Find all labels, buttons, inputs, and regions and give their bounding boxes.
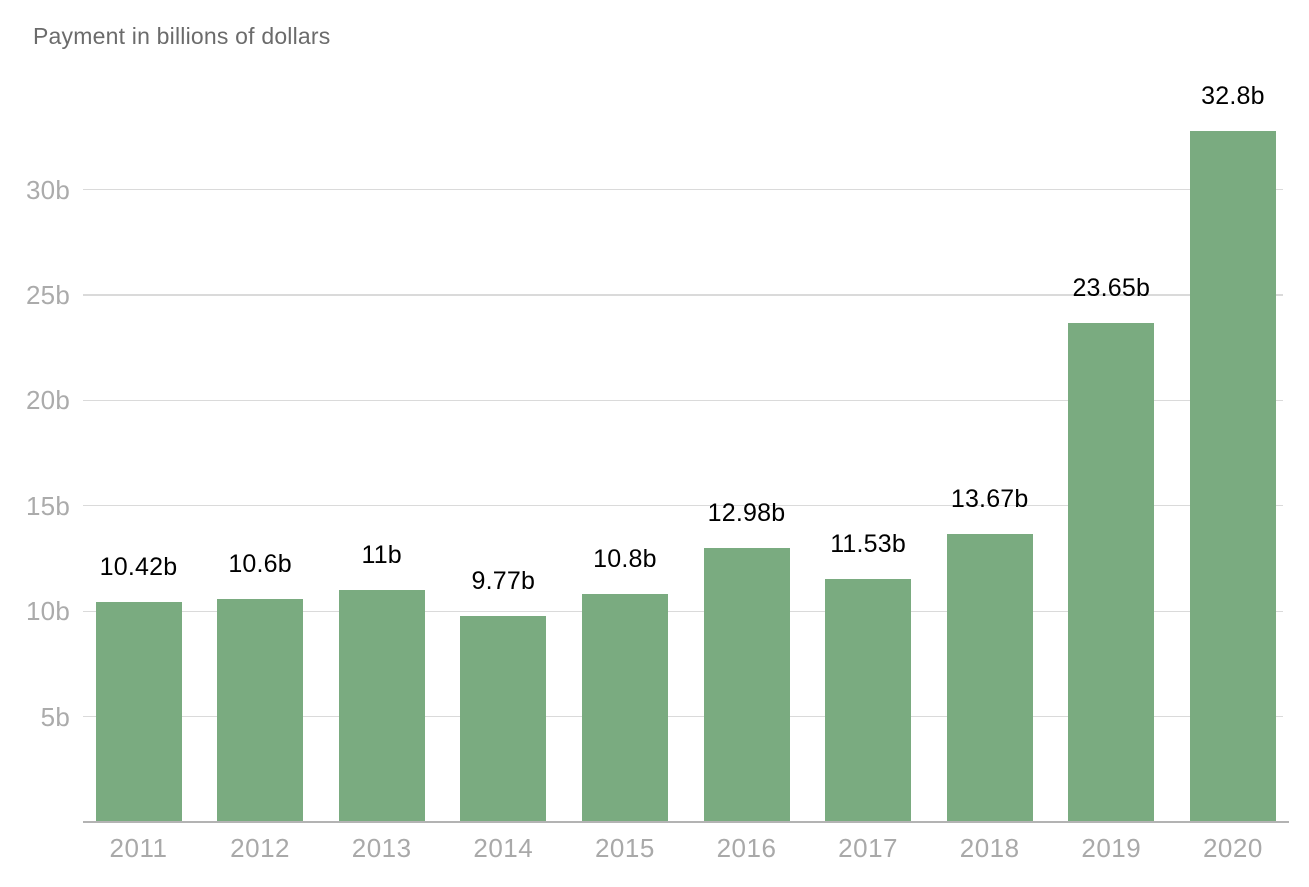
bar-2017: [825, 578, 912, 822]
gridline-5b: [83, 715, 1283, 718]
y-axis-tick-label: 30b: [26, 174, 70, 205]
gridline-25b: [83, 294, 1283, 296]
x-axis-tick-label-2017: 2017: [838, 833, 899, 863]
bar-2018: [946, 533, 1033, 822]
bar-2020: [1189, 130, 1276, 822]
y-axis-tick-label: 15b: [26, 490, 70, 521]
x-axis-tick-label-2019: 2019: [1081, 833, 1142, 863]
y-axis-tick-label: 10b: [26, 596, 70, 627]
bar-2014: [460, 616, 547, 822]
bar-value-label-2013: 11b: [361, 541, 402, 570]
gridline-30b: [83, 188, 1283, 191]
y-axis-tick-label: 5b: [40, 701, 70, 732]
bar-2019: [1068, 323, 1155, 822]
bar-value-label-2015: 10.8b: [593, 545, 657, 574]
x-axis-tick-label-2020: 2020: [1202, 833, 1263, 863]
bar-2012: [217, 598, 304, 822]
bar-value-label-2014: 9.77b: [471, 567, 536, 596]
bar-value-label-2016: 12.98b: [707, 499, 786, 528]
bar-2011: [95, 602, 182, 822]
bar-2015: [581, 594, 668, 822]
gridline-15b: [83, 505, 1283, 507]
x-axis-tick-label-2011: 2011: [109, 833, 168, 863]
x-axis-tick-label-2016: 2016: [716, 833, 777, 863]
x-axis-tick-label-2012: 2012: [230, 833, 291, 863]
bar-2016: [703, 548, 790, 822]
bar-value-label-2018: 13.67b: [950, 484, 1029, 513]
y-axis-tick-label: 25b: [26, 280, 70, 310]
bar-value-label-2012: 10.6b: [228, 549, 292, 578]
bar-value-label-2011: 10.42b: [99, 553, 178, 582]
y-axis-tick-label: 20b: [26, 385, 70, 416]
bar-value-label-2017: 11.53b: [830, 529, 906, 558]
gridline-20b: [83, 399, 1283, 402]
gridline-10b: [83, 610, 1283, 612]
x-axis-tick-label-2018: 2018: [959, 833, 1020, 863]
bar-value-label-2019: 23.65b: [1072, 274, 1151, 303]
x-axis-tick-label-2015: 2015: [594, 833, 655, 863]
bar-value-label-2020: 32.8b: [1201, 81, 1265, 110]
chart-title: Payment in billions of dollars: [33, 23, 331, 49]
x-axis-tick-label-2014: 2014: [473, 833, 534, 863]
x-axis-line: [83, 821, 1289, 823]
bar-2013: [338, 590, 425, 822]
x-axis-tick-label-2013: 2013: [351, 833, 412, 863]
